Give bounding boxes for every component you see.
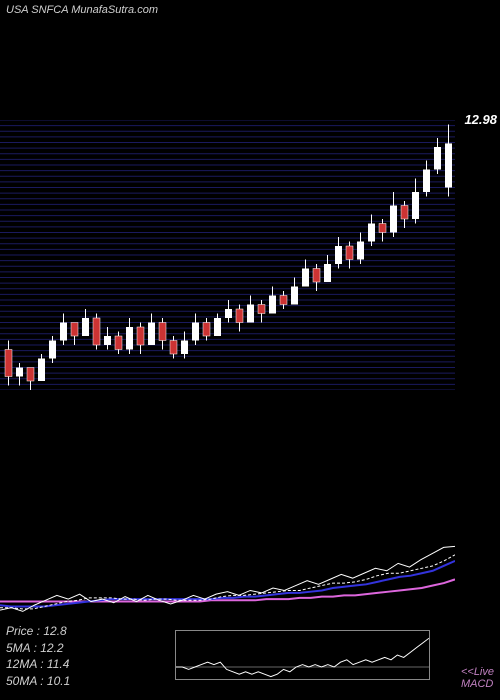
ma5-value: 5MA : 12.2 bbox=[6, 640, 70, 657]
ma-layer bbox=[0, 540, 455, 620]
candlestick-chart: 12.98 bbox=[0, 120, 455, 390]
macd-panel bbox=[175, 630, 430, 680]
moving-averages-chart bbox=[0, 540, 455, 620]
chart-header: USA SNFCA MunafaSutra.com bbox=[6, 4, 158, 16]
price-value: Price : 12.8 bbox=[6, 623, 70, 640]
current-price-label: 12.98 bbox=[464, 112, 497, 127]
candle-layer bbox=[0, 120, 455, 390]
live-macd-label: <<Live MACD bbox=[461, 666, 494, 690]
ma50-value: 50MA : 10.1 bbox=[6, 673, 70, 690]
info-box: Price : 12.8 5MA : 12.2 12MA : 11.4 50MA… bbox=[6, 623, 70, 690]
macd-layer bbox=[176, 631, 429, 679]
ma12-value: 12MA : 11.4 bbox=[6, 656, 70, 673]
